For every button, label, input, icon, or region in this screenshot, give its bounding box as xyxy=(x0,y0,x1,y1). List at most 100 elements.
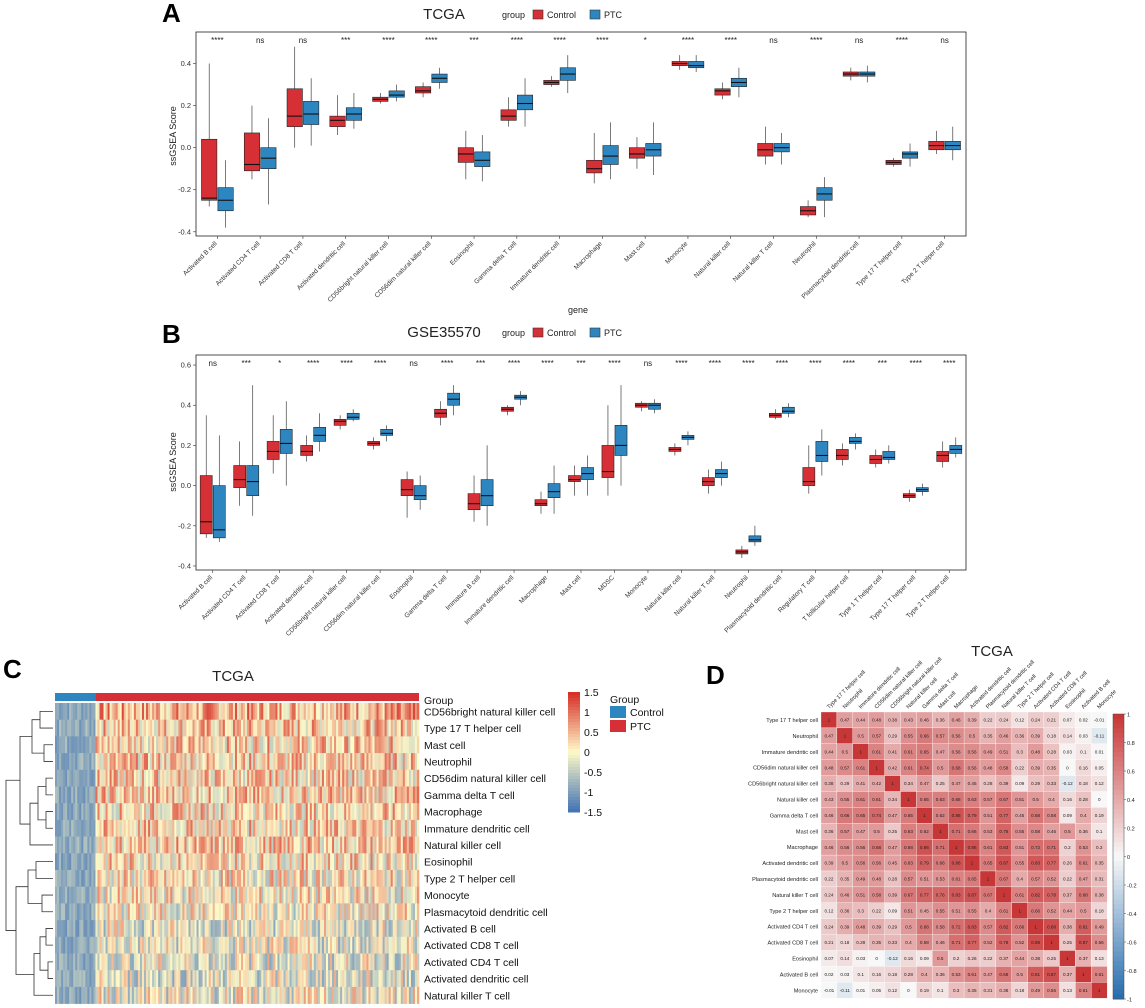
heatmap-cell xyxy=(408,769,412,787)
heatmap-cell xyxy=(55,736,58,754)
heatmap-cell xyxy=(63,953,66,971)
heatmap-cell xyxy=(402,970,406,988)
heatmap-cell xyxy=(224,736,228,754)
heatmap-cell xyxy=(372,703,375,720)
heatmap-cell xyxy=(319,853,323,871)
panel-b-legend-title: group xyxy=(502,328,525,338)
heatmap-cell xyxy=(243,703,246,720)
cell-value: 0.78 xyxy=(1047,892,1056,897)
cell-value: 0.57 xyxy=(936,733,945,738)
heatmap-cell xyxy=(366,703,369,720)
heatmap-cell xyxy=(344,936,347,954)
heatmap-cell xyxy=(412,836,416,854)
heatmap-cell xyxy=(158,703,161,720)
heatmap-cell xyxy=(416,886,420,904)
heatmap-cell xyxy=(143,803,147,821)
colorbar-segment xyxy=(568,698,580,702)
heatmap-cell xyxy=(186,986,189,1004)
heatmap-cell xyxy=(269,769,272,787)
cell-value: 0.53 xyxy=(936,877,945,882)
heatmap-cell xyxy=(283,920,286,938)
panel-a-plot-frame xyxy=(195,31,967,237)
matrix-row-immature-dendritic-cell: 0.44 0.5 1 0.61 0.41 0.61 0.65 0.47 0.56 0.56 0.49… xyxy=(820,743,1108,760)
heatmap-cell xyxy=(146,753,149,771)
cell-value: 0.79 xyxy=(920,861,929,866)
heatmap-cell xyxy=(101,819,104,837)
heatmap-cell xyxy=(148,953,151,971)
heatmap-cell xyxy=(330,803,333,821)
cell-value: 0.58 xyxy=(999,765,1008,770)
heatmap-cell xyxy=(141,886,145,904)
heatmap-cell xyxy=(390,836,394,854)
heatmap-cell xyxy=(277,886,280,904)
colorbar-segment xyxy=(568,749,580,753)
heatmap-cell xyxy=(358,769,361,787)
heatmap-cell xyxy=(182,986,185,1004)
heatmap-cell xyxy=(356,870,359,887)
heatmap-cell xyxy=(241,703,244,720)
cell-value: 0.41 xyxy=(888,749,897,754)
cell-value: 0.46 xyxy=(824,845,833,850)
heatmap-cell xyxy=(330,769,333,787)
heatmap-cell xyxy=(293,753,296,771)
heatmap-cell xyxy=(356,986,359,1004)
heatmap-cell xyxy=(137,719,141,737)
heatmap-cell xyxy=(313,886,317,904)
heatmap-cell xyxy=(218,769,222,787)
heatmap-cell xyxy=(208,853,212,871)
heatmap-cell xyxy=(113,936,116,954)
heatmap-cell xyxy=(194,853,197,871)
heatmap-cell xyxy=(230,886,234,904)
heatmap-cell xyxy=(162,703,165,720)
heatmap-cell xyxy=(412,886,416,904)
heatmap-cell xyxy=(139,736,143,754)
heatmap-cell xyxy=(350,836,353,854)
heatmap-cell xyxy=(77,819,80,837)
heatmap-cell xyxy=(410,936,414,954)
heatmap-cell xyxy=(406,703,410,720)
heatmap-cell xyxy=(394,819,398,837)
heatmap-cell xyxy=(319,986,323,1004)
heatmap-cell xyxy=(63,703,66,720)
heatmap-cell xyxy=(374,786,377,804)
heatmap-cell xyxy=(119,753,123,771)
heatmap-cell xyxy=(384,786,387,804)
heatmap-cell xyxy=(301,703,305,720)
heatmap-cell xyxy=(384,986,387,1004)
heatmap-cell xyxy=(204,870,207,887)
heatmap-cell xyxy=(194,920,197,938)
heatmap-cell xyxy=(416,920,420,938)
heatmap-cell xyxy=(348,970,351,988)
heatmap-cell xyxy=(65,970,68,988)
heatmap-cell xyxy=(414,703,418,720)
heatmap-cell xyxy=(131,703,135,720)
heatmap-cell xyxy=(342,936,345,954)
heatmap-cell xyxy=(176,936,179,954)
heatmap-cell xyxy=(315,953,319,971)
heatmap-cell xyxy=(61,736,64,754)
heatmap-cell xyxy=(317,803,321,821)
significance-label: ns xyxy=(940,36,948,45)
heatmap-cell xyxy=(350,853,353,871)
heatmap-cell xyxy=(259,753,262,771)
heatmap-cell xyxy=(152,819,155,837)
heatmap-cell xyxy=(358,719,361,737)
cell-value: 0.67 xyxy=(904,892,913,897)
heatmap-cell xyxy=(271,753,274,771)
heatmap-cell xyxy=(105,853,108,871)
control-box-regulatory-t-cell xyxy=(802,467,816,486)
heatmap-cell xyxy=(295,970,298,988)
heatmap-cell xyxy=(249,936,252,954)
cell-value: 0.46 xyxy=(999,733,1008,738)
heatmap-cell xyxy=(267,886,270,904)
heatmap-cell xyxy=(61,870,64,887)
heatmap-cell xyxy=(121,836,125,854)
heatmap-cell xyxy=(186,886,189,904)
panel-c-heatmap xyxy=(55,693,420,1004)
heatmap-cell xyxy=(93,920,96,938)
heatmap-cell xyxy=(162,903,165,921)
cell-value: 0.24 xyxy=(824,924,833,929)
heatmap-cell xyxy=(309,786,313,804)
heatmap-cell xyxy=(234,719,238,737)
